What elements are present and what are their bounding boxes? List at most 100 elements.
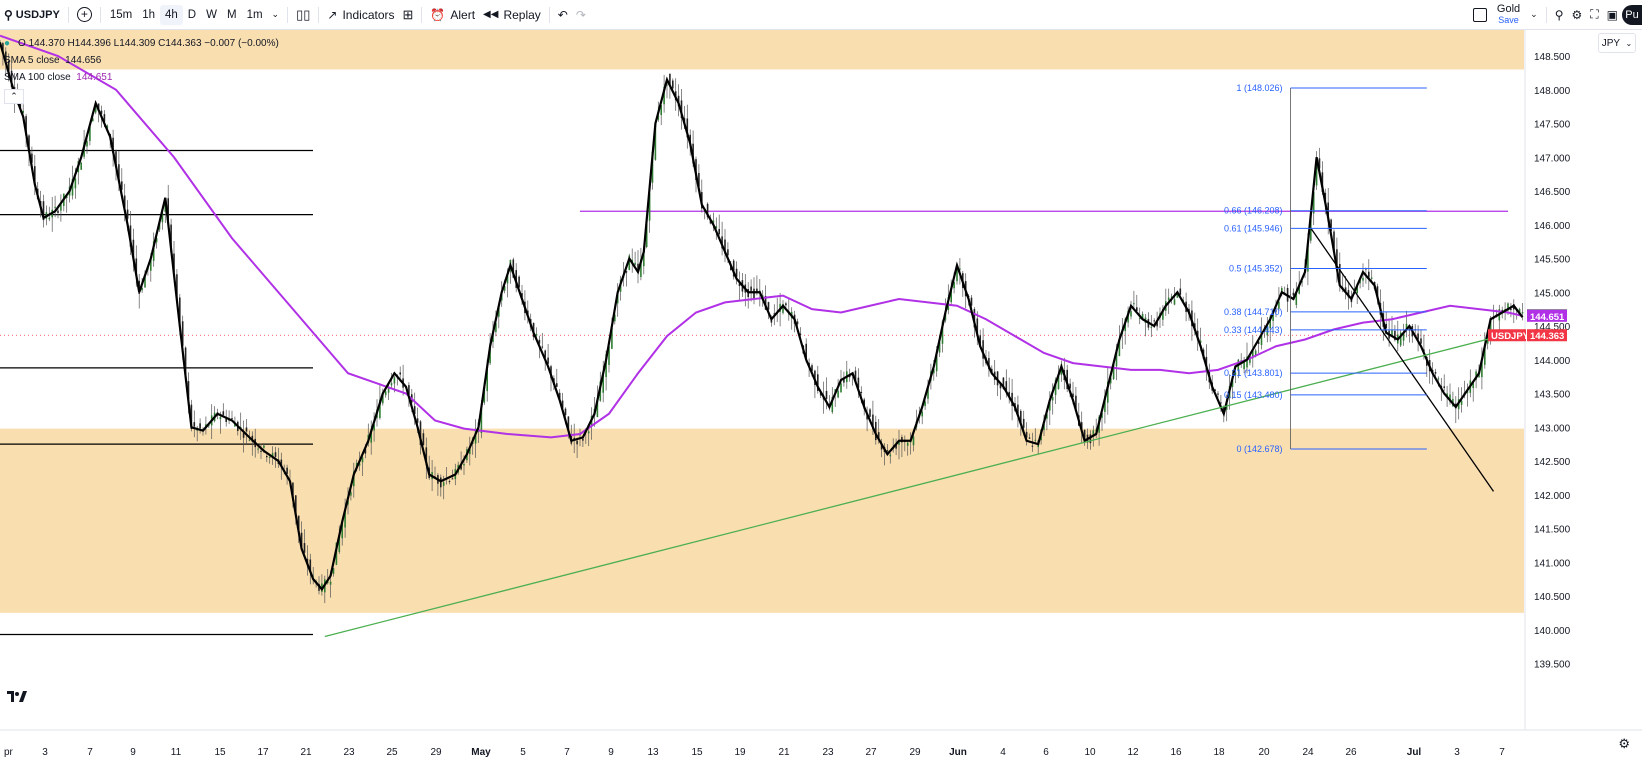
replay-button[interactable]: ◀◀ Replay	[479, 0, 545, 29]
candle-body	[544, 350, 546, 358]
symbol-search[interactable]: ⚲ USDJPY	[0, 0, 64, 29]
candle-body	[518, 276, 520, 288]
time-tick-label: 29	[430, 747, 442, 758]
price-tick-label: 145.500	[1534, 255, 1571, 266]
price-tick-label: 141.500	[1534, 525, 1571, 536]
currency-selector[interactable]: JPY ⌄	[1598, 33, 1636, 53]
add-symbol-button[interactable]: +	[73, 0, 96, 29]
candle-body	[71, 178, 74, 196]
timeframe-dropdown[interactable]: ⌄	[268, 0, 284, 29]
candle-body	[1069, 383, 1071, 389]
timeframe-1m[interactable]: 1m	[246, 8, 263, 21]
last-price-tag: 144.363	[1530, 331, 1564, 342]
candle-body	[1034, 439, 1037, 441]
candle-body	[680, 100, 683, 119]
candle-body	[1484, 343, 1486, 365]
candle-body	[738, 283, 741, 287]
time-tick-label: May	[471, 747, 491, 758]
candle-body	[103, 114, 106, 122]
chart-area[interactable]: 1 (148.026) 0.66 (146.208) 0.61 (145.946) 0…	[0, 29, 1642, 766]
candle-body	[10, 70, 13, 88]
candle-body	[625, 271, 628, 273]
candle-body	[912, 436, 915, 446]
candle-body	[1051, 396, 1054, 401]
fullscreen-toggle[interactable]	[1469, 0, 1491, 29]
candle-body	[338, 534, 341, 553]
candle-body	[257, 448, 259, 450]
candle-body	[350, 492, 352, 496]
layout-dropdown[interactable]: ⌄	[1526, 0, 1542, 29]
timeframe-15m[interactable]: 15m	[109, 8, 133, 21]
candle-body	[382, 394, 384, 404]
publish-button[interactable]: Pu	[1622, 4, 1642, 25]
divider	[548, 6, 550, 23]
candle-body	[486, 368, 488, 392]
price-tick-label: 148.000	[1534, 86, 1571, 97]
timeframe-1h[interactable]: 1h	[142, 8, 155, 21]
sma5-line[interactable]	[0, 42, 1524, 592]
candle-body	[1214, 389, 1216, 391]
candle-body	[54, 206, 56, 208]
chart-type-button[interactable]: ▯▯	[292, 0, 314, 29]
candle-body	[280, 459, 283, 467]
descending-trendline[interactable]	[1310, 227, 1495, 492]
time-tick-label: 15	[214, 747, 226, 758]
layout-name[interactable]: Gold Save	[1497, 3, 1520, 26]
candle-body	[123, 195, 126, 208]
settings-button[interactable]: ⚙	[1567, 0, 1586, 29]
timeframe-m[interactable]: M	[226, 8, 237, 21]
candle-body	[1080, 422, 1083, 431]
candle-body	[34, 166, 36, 186]
candle-body	[373, 424, 375, 431]
candle-body	[1115, 349, 1118, 367]
timeframe-w[interactable]: W	[206, 8, 217, 21]
time-axis-settings-icon[interactable]: ⚙	[1618, 736, 1630, 751]
candle-body	[179, 297, 181, 327]
candle-body	[1240, 360, 1242, 362]
candle-body	[187, 381, 190, 400]
price-chart[interactable]: 1 (148.026) 0.66 (146.208) 0.61 (145.946) 0…	[0, 29, 1642, 766]
time-tick-label: 24	[1302, 747, 1314, 758]
candle-body	[640, 258, 642, 277]
candle-body	[608, 346, 610, 365]
candle-body	[295, 495, 297, 518]
alert-button[interactable]: ⏰ Alert	[426, 0, 479, 29]
candle-body	[1507, 303, 1509, 311]
redo-button[interactable]: ↷	[572, 0, 590, 29]
candle-body	[1057, 374, 1060, 390]
timeframe-d[interactable]: D	[187, 8, 197, 21]
price-tick-label: 139.500	[1534, 660, 1571, 671]
lower-demand-zone[interactable]	[0, 428, 1524, 613]
candle-body	[1356, 284, 1358, 294]
upper-supply-zone[interactable]	[0, 29, 1524, 70]
sma100-price-tag-bg	[1527, 309, 1567, 322]
candle-body	[135, 258, 138, 277]
candle-body	[614, 314, 616, 322]
price-axis[interactable]	[1525, 30, 1642, 730]
candle-body	[268, 457, 271, 459]
legend-collapse-button[interactable]: ⌃	[4, 89, 24, 104]
candle-body	[753, 288, 755, 299]
ascending-trendline[interactable]	[324, 318, 1567, 638]
candle-body	[234, 423, 236, 427]
indicators-button[interactable]: ↗ Indicators	[323, 0, 398, 29]
sma100-legend[interactable]: SMA 100 close 144.651	[4, 69, 279, 86]
snapshot-button[interactable]: ▣	[1603, 0, 1622, 29]
fib-level-label: 0.33 (144.443)	[1224, 325, 1283, 335]
timeframe-4h[interactable]: 4h	[160, 4, 183, 25]
candle-body	[1028, 437, 1031, 439]
templates-button[interactable]: ⊞	[399, 0, 418, 29]
time-tick-label: 5	[520, 747, 526, 758]
candle-body	[1478, 374, 1480, 378]
undo-button[interactable]: ↶	[554, 0, 572, 29]
sma100-price-tag: 144.651	[1530, 312, 1565, 323]
time-axis[interactable]	[0, 730, 1642, 766]
candle-body	[756, 288, 758, 292]
candle-body	[48, 217, 51, 220]
fullscreen-button[interactable]: ⛶	[1586, 0, 1602, 29]
sma100-line[interactable]	[0, 34, 1523, 439]
quick-search-button[interactable]: ⚲	[1551, 0, 1568, 29]
sma5-legend[interactable]: SMA 5 close 144.656	[4, 52, 279, 69]
time-tick-label: 7	[564, 747, 570, 758]
candle-body	[112, 137, 114, 154]
